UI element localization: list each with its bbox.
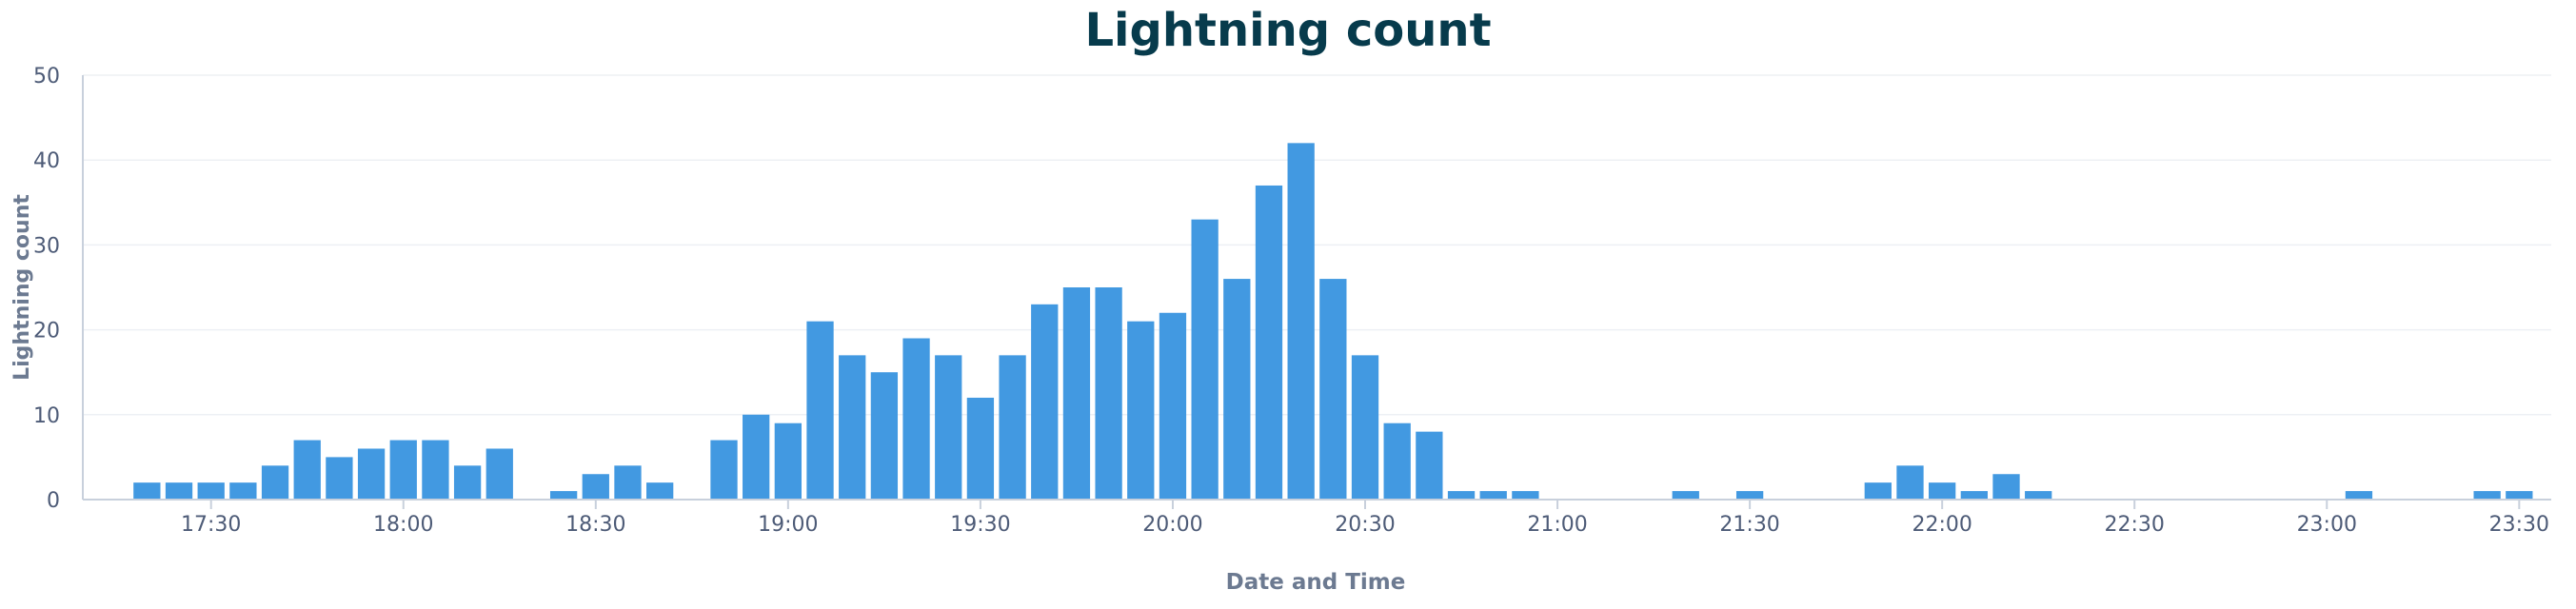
bar <box>1992 474 2020 500</box>
x-tick-label: 21:00 <box>1527 513 1587 537</box>
y-tick-label: 40 <box>33 149 60 173</box>
bar <box>1319 279 1347 500</box>
bar <box>2473 491 2501 500</box>
bar <box>293 440 321 500</box>
bar <box>261 465 289 500</box>
x-tick-label: 20:00 <box>1142 513 1202 537</box>
x-tick-label: 23:30 <box>2489 513 2549 537</box>
bar <box>935 355 962 500</box>
bar <box>422 440 449 500</box>
bar <box>389 440 417 500</box>
axes <box>82 75 2551 501</box>
bar <box>1255 185 1283 500</box>
bar <box>229 482 257 500</box>
bar <box>357 448 386 500</box>
x-tick-label: 22:30 <box>2105 513 2165 537</box>
bar <box>2025 491 2052 500</box>
bar <box>1929 482 1956 500</box>
x-axis-label: Date and Time <box>1226 570 1406 595</box>
y-tick-label: 20 <box>33 320 60 344</box>
bar <box>165 482 193 500</box>
bar <box>133 482 161 500</box>
bar <box>806 321 834 500</box>
bar <box>870 372 899 500</box>
bar <box>549 491 578 500</box>
x-tick-label: 19:30 <box>950 513 1010 537</box>
bar <box>1159 312 1187 500</box>
bar <box>1512 491 1539 500</box>
bar <box>2345 491 2373 500</box>
bar <box>614 465 642 500</box>
bar <box>1095 287 1122 500</box>
x-tick-label: 18:30 <box>565 513 625 537</box>
y-tick-label: 50 <box>33 65 60 88</box>
bar <box>1287 143 1315 501</box>
bar <box>1864 482 1892 500</box>
x-tick-label: 19:00 <box>758 513 818 537</box>
bar <box>1191 219 1219 500</box>
bar <box>1223 279 1251 500</box>
bar <box>1896 465 1924 500</box>
x-tick-label: 21:30 <box>1719 513 1779 537</box>
bar <box>710 440 738 500</box>
bar <box>1735 491 1764 500</box>
y-axis-label: Lightning count <box>10 194 34 381</box>
bar <box>326 457 353 500</box>
bars <box>133 143 2533 501</box>
grid-lines <box>83 74 2551 416</box>
bar <box>1416 431 1443 500</box>
bar <box>839 355 866 500</box>
bar <box>743 414 770 500</box>
bar <box>646 482 674 500</box>
bar <box>2506 491 2533 500</box>
x-tick-label: 23:00 <box>2297 513 2357 537</box>
bar <box>1447 491 1476 500</box>
bar <box>1351 355 1379 500</box>
bar <box>1127 321 1155 500</box>
x-tick-label: 18:00 <box>373 513 433 537</box>
bar <box>966 397 995 500</box>
bar <box>485 448 513 500</box>
x-tick-label: 22:00 <box>1912 513 1972 537</box>
y-tick-label: 30 <box>33 234 60 258</box>
bar <box>1383 422 1411 500</box>
bar <box>1960 491 1988 500</box>
bar <box>902 338 930 500</box>
y-tick-label: 0 <box>47 489 60 513</box>
bar <box>1031 304 1059 500</box>
bar <box>1479 491 1507 500</box>
chart-title: Lightning count <box>1084 4 1491 57</box>
x-tick-labels: 17:30 18:00 18:30 19:00 19:30 20:00 20:30 21:00… <box>181 500 2549 537</box>
bar <box>1672 491 1699 500</box>
bar <box>774 422 803 500</box>
y-tick-label: 10 <box>33 404 60 428</box>
y-tick-labels: 0 10 20 30 40 50 <box>33 65 60 513</box>
x-tick-label: 17:30 <box>181 513 241 537</box>
x-tick-label: 20:30 <box>1335 513 1395 537</box>
bar <box>453 465 482 500</box>
bar <box>999 355 1026 500</box>
bar <box>197 482 225 500</box>
bar <box>582 474 609 500</box>
bar <box>1062 287 1091 500</box>
